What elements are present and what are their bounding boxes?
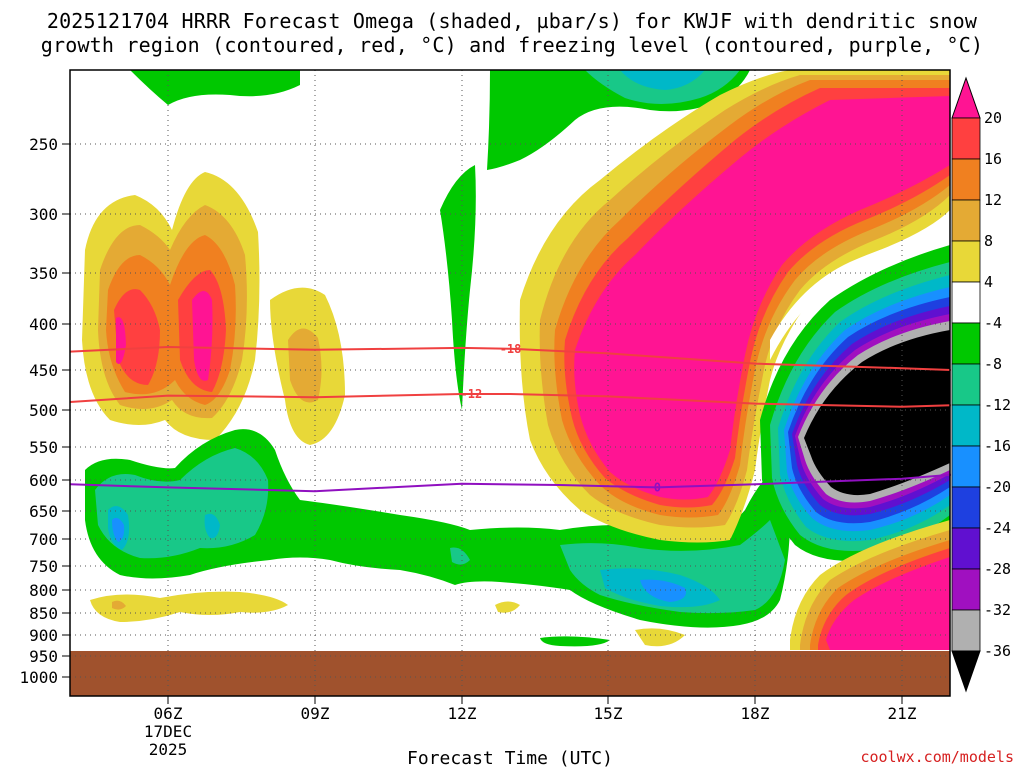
ytick-750: 750: [29, 557, 58, 576]
colorbar-swatch-m8: [951, 363, 981, 406]
shade-yellow-low-mid: [495, 601, 520, 613]
colorbar-swatch-8: [951, 240, 981, 283]
ytick-1000: 1000: [19, 668, 58, 687]
colorbar-swatch-4: [951, 281, 981, 324]
shade-green-low-strip: [540, 636, 610, 647]
colorbar-top-arrow: [951, 76, 981, 119]
contour-label-dendritic-bottom: -12: [461, 387, 483, 401]
ytick-650: 650: [29, 502, 58, 521]
contour-label-freezing-level: 0: [654, 480, 661, 494]
colorbar-swatch-m16: [951, 445, 981, 488]
cb-label-m32: -32: [984, 601, 1011, 619]
colorbar-swatch-m28: [951, 568, 981, 611]
chart-title-line-1: 2025121704 HRRR Forecast Omega (shaded, …: [46, 9, 978, 33]
chart-title-line-2: growth region (contoured, red, °C) and f…: [40, 33, 984, 57]
colorbar-swatch-m20: [951, 486, 981, 529]
contour-lines: -18 -12 0: [70, 342, 951, 494]
shade-left-ascent: [82, 172, 345, 445]
omega-shading: [70, 70, 950, 696]
colorbar: 20 16 12 8 4 -4 -8 -12 -16 -20 -24 -28 -…: [951, 76, 1011, 693]
cb-label-16: 16: [984, 150, 1002, 168]
contour-dendritic-top: [70, 345, 951, 371]
ytick-450: 450: [29, 361, 58, 380]
ytick-400: 400: [29, 315, 58, 334]
ytick-500: 500: [29, 401, 58, 420]
xtick-12z: 12Z: [448, 704, 477, 723]
y-axis: 250 300 350 400 450 500 550 600 650 700 …: [19, 135, 70, 687]
cb-label-12: 12: [984, 191, 1002, 209]
cb-label-20: 20: [984, 109, 1002, 127]
ytick-850: 850: [29, 604, 58, 623]
cb-label-m4: -4: [984, 314, 1002, 332]
ytick-250: 250: [29, 135, 58, 154]
shade-green-top-left: [130, 70, 300, 105]
gridlines: [70, 70, 950, 696]
plot-frame: [69, 69, 951, 697]
xtick-15z: 15Z: [594, 704, 623, 723]
colorbar-swatch-m32: [951, 609, 981, 652]
xtick-09z: 09Z: [301, 704, 330, 723]
ytick-900: 900: [29, 626, 58, 645]
shade-yellow-low-left: [90, 591, 288, 622]
cb-label-m12: -12: [984, 396, 1011, 414]
xtick-06z: 06Z: [154, 704, 183, 723]
xtick-18z: 18Z: [741, 704, 770, 723]
shade-top-mid: [487, 70, 750, 170]
cb-label-m28: -28: [984, 560, 1011, 578]
x-axis-title: Forecast Time (UTC): [407, 748, 613, 768]
shade-strong-descent: [760, 245, 950, 561]
cb-label-m20: -20: [984, 478, 1011, 496]
xtick-06z-year: 2025: [149, 740, 188, 759]
contour-dendritic-bottom: [70, 393, 951, 408]
ytick-300: 300: [29, 205, 58, 224]
cb-label-m8: -8: [984, 355, 1002, 373]
colorbar-swatch-m4: [951, 322, 981, 365]
shade-green-tongue-12z: [440, 165, 476, 410]
colorbar-bottom-arrow: [951, 650, 981, 693]
ytick-350: 350: [29, 264, 58, 283]
cb-label-m24: -24: [984, 519, 1011, 537]
x-axis: 06Z 17DEC 2025 09Z 12Z 15Z 18Z 21Z Forec…: [144, 696, 917, 768]
ytick-700: 700: [29, 530, 58, 549]
contour-freezing-level: [70, 473, 951, 493]
xtick-21z: 21Z: [888, 704, 917, 723]
ground-below-surface: [70, 651, 950, 696]
shade-yellow-low-right: [635, 628, 685, 647]
colorbar-swatch-12: [951, 199, 981, 242]
colorbar-swatch-16: [951, 158, 981, 201]
cb-label-m16: -16: [984, 437, 1011, 455]
cb-label-m36: -36: [984, 642, 1011, 660]
shade-orange-low-left: [112, 600, 126, 610]
ytick-950: 950: [29, 647, 58, 666]
contour-label-dendritic-top: -18: [500, 342, 522, 356]
colorbar-swatch-m12: [951, 404, 981, 447]
shade-low-descent: [85, 429, 790, 628]
ytick-600: 600: [29, 471, 58, 490]
colorbar-swatch-m24: [951, 527, 981, 570]
ytick-800: 800: [29, 581, 58, 600]
colorbar-swatch-20: [951, 117, 981, 160]
cb-label-8: 8: [984, 232, 993, 250]
cb-label-4: 4: [984, 273, 993, 291]
ytick-550: 550: [29, 438, 58, 457]
site-credit: coolwx.com/models: [860, 748, 1014, 766]
xtick-06z-date: 17DEC: [144, 722, 192, 741]
